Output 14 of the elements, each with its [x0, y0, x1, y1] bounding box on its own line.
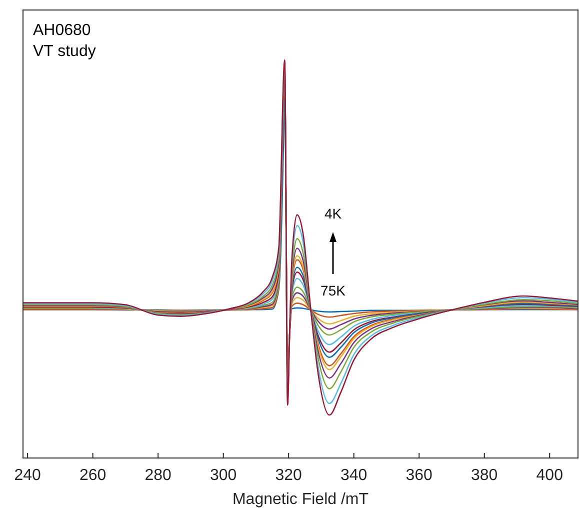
annotation: 4K [324, 206, 342, 222]
x-tick-label: 260 [79, 467, 106, 484]
x-tick-label: 300 [210, 467, 237, 484]
x-tick-label: 240 [14, 467, 42, 484]
annotation: 75K [320, 282, 346, 299]
chart-title: AH0680 [33, 22, 91, 39]
x-tick-label: 280 [144, 467, 172, 484]
x-tick-label: 340 [340, 467, 368, 484]
x-axis-title: Magnetic Field /mT [232, 491, 369, 508]
x-tick-label: 380 [471, 467, 498, 484]
x-tick-label: 360 [406, 467, 433, 484]
x-tick-label: 320 [275, 467, 302, 484]
x-tick-label: 400 [536, 467, 564, 484]
chart-subtitle: VT study [33, 43, 96, 60]
